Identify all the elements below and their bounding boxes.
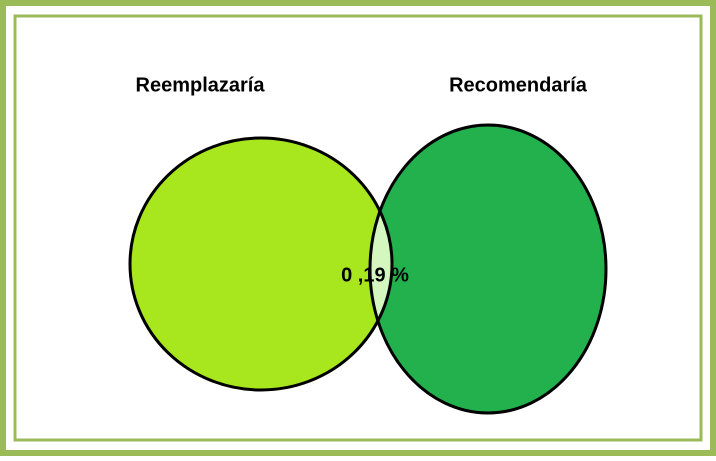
right-set-fill — [370, 125, 606, 413]
set-label: Recomendaría — [449, 74, 588, 96]
set-label: Reemplazaría — [136, 74, 266, 96]
left-set-fill — [130, 138, 392, 390]
inner-frame — [13, 14, 703, 442]
left-set-outline — [128, 136, 394, 392]
intersection-label: 0 ,19 % — [341, 264, 409, 286]
right-set-outline — [368, 123, 608, 415]
